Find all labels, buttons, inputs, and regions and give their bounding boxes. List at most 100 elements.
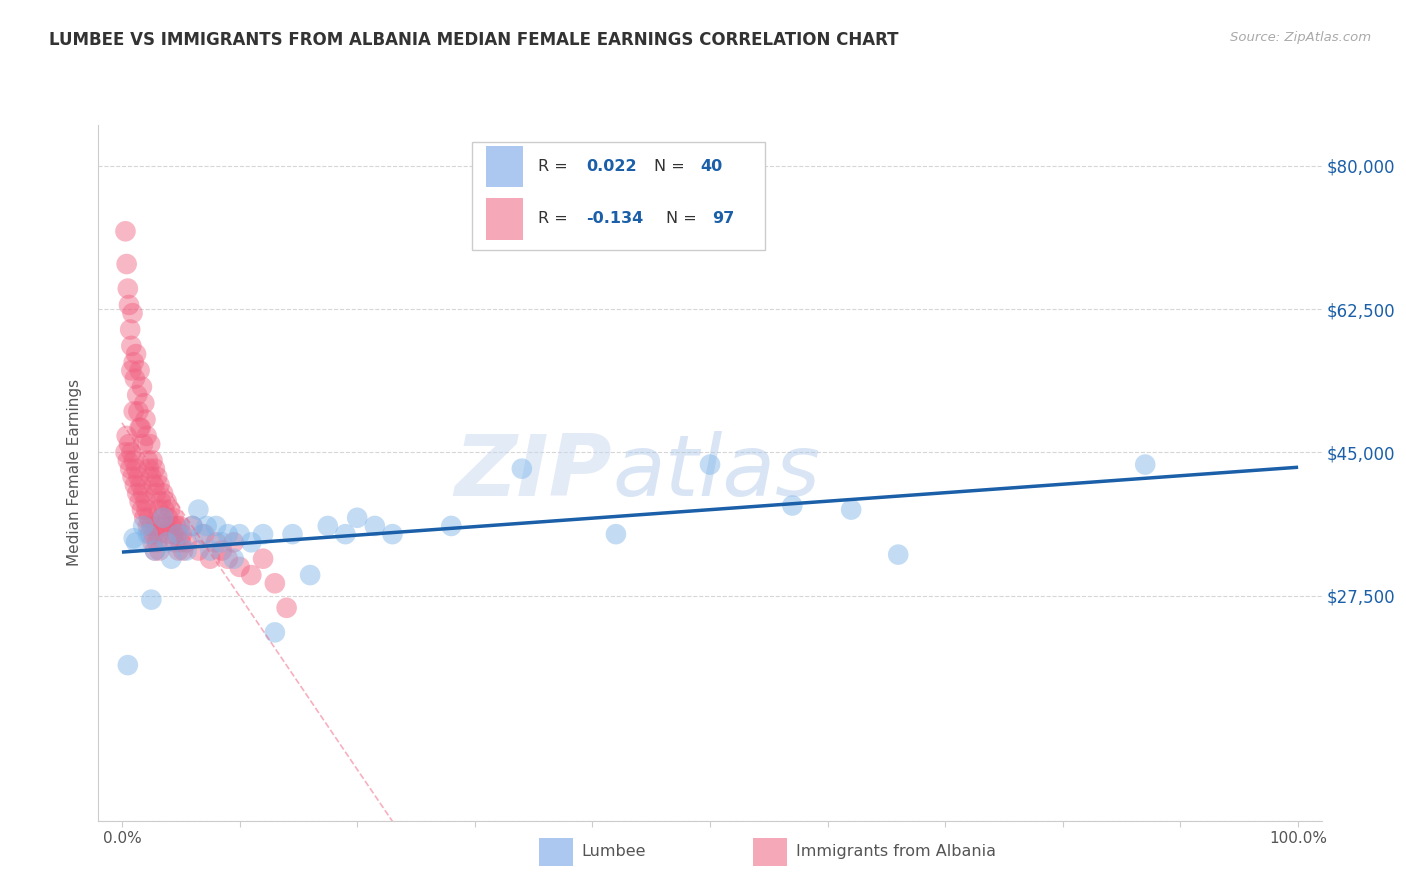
Point: [211, 535, 233, 549]
Point: [149, 494, 172, 508]
Point: [839, 502, 862, 516]
Point: [131, 380, 153, 394]
Point: [128, 363, 150, 377]
Point: [117, 658, 139, 673]
FancyBboxPatch shape: [486, 145, 523, 187]
Point: [148, 502, 170, 516]
Point: [132, 486, 155, 500]
Point: [134, 396, 156, 410]
Point: [118, 437, 141, 451]
Point: [115, 257, 138, 271]
Text: 97: 97: [713, 211, 735, 227]
Text: LUMBEE VS IMMIGRANTS FROM ALBANIA MEDIAN FEMALE EARNINGS CORRELATION CHART: LUMBEE VS IMMIGRANTS FROM ALBANIA MEDIAN…: [49, 31, 898, 49]
Point: [440, 519, 463, 533]
Point: [141, 470, 163, 484]
Point: [125, 461, 148, 475]
FancyBboxPatch shape: [471, 142, 765, 250]
Point: [195, 519, 218, 533]
Point: [240, 568, 263, 582]
Point: [143, 543, 166, 558]
Point: [152, 486, 174, 500]
Point: [160, 551, 183, 566]
Point: [335, 527, 357, 541]
Point: [605, 527, 627, 541]
Point: [252, 551, 274, 566]
Point: [193, 527, 215, 541]
Point: [124, 478, 146, 492]
Point: [699, 458, 721, 472]
Point: [131, 502, 153, 516]
Point: [120, 461, 142, 475]
Point: [263, 576, 285, 591]
Text: N =: N =: [666, 211, 702, 227]
Point: [222, 535, 245, 549]
Point: [120, 339, 142, 353]
Point: [346, 510, 368, 524]
Text: N =: N =: [654, 159, 689, 174]
Point: [122, 404, 145, 418]
Point: [167, 527, 190, 541]
Point: [136, 453, 159, 467]
Point: [145, 519, 167, 533]
Text: R =: R =: [537, 211, 572, 227]
Point: [222, 551, 245, 566]
Point: [381, 527, 404, 541]
Point: [117, 453, 139, 467]
Point: [117, 282, 139, 296]
Point: [120, 322, 142, 336]
Point: [136, 519, 159, 533]
Text: atlas: atlas: [612, 431, 820, 515]
Point: [172, 543, 194, 558]
Point: [281, 527, 304, 541]
Point: [141, 592, 163, 607]
Point: [129, 421, 152, 435]
Point: [128, 494, 150, 508]
Text: Source: ZipAtlas.com: Source: ZipAtlas.com: [1230, 31, 1371, 45]
Point: [155, 519, 177, 533]
Point: [156, 494, 179, 508]
Point: [120, 363, 142, 377]
Point: [205, 519, 228, 533]
Point: [141, 453, 163, 467]
Point: [143, 543, 166, 558]
Point: [510, 461, 533, 475]
FancyBboxPatch shape: [538, 838, 574, 866]
Point: [122, 531, 145, 545]
Point: [156, 510, 179, 524]
Point: [165, 519, 187, 533]
Point: [132, 519, 155, 533]
Point: [152, 510, 174, 524]
Point: [276, 600, 298, 615]
Point: [141, 519, 163, 533]
Text: -0.134: -0.134: [586, 211, 644, 227]
Point: [217, 551, 239, 566]
Point: [299, 568, 322, 582]
Point: [240, 535, 263, 549]
Text: 0.022: 0.022: [586, 159, 637, 174]
Point: [134, 494, 156, 508]
Point: [135, 429, 157, 443]
Point: [169, 519, 191, 533]
Text: Lumbee: Lumbee: [582, 845, 647, 860]
Point: [228, 560, 250, 574]
Point: [170, 527, 193, 541]
Point: [122, 355, 145, 369]
Point: [145, 486, 167, 500]
FancyBboxPatch shape: [752, 838, 787, 866]
Point: [163, 510, 186, 524]
Point: [139, 527, 162, 541]
Point: [1135, 458, 1157, 472]
Point: [120, 445, 142, 459]
Point: [166, 527, 188, 541]
Point: [121, 470, 143, 484]
Point: [121, 306, 143, 320]
Point: [316, 519, 339, 533]
Point: [159, 502, 181, 516]
Point: [149, 543, 172, 558]
Point: [263, 625, 285, 640]
Point: [167, 543, 190, 558]
Point: [142, 478, 165, 492]
Text: Immigrants from Albania: Immigrants from Albania: [796, 845, 995, 860]
Text: R =: R =: [537, 159, 572, 174]
Point: [150, 510, 173, 524]
